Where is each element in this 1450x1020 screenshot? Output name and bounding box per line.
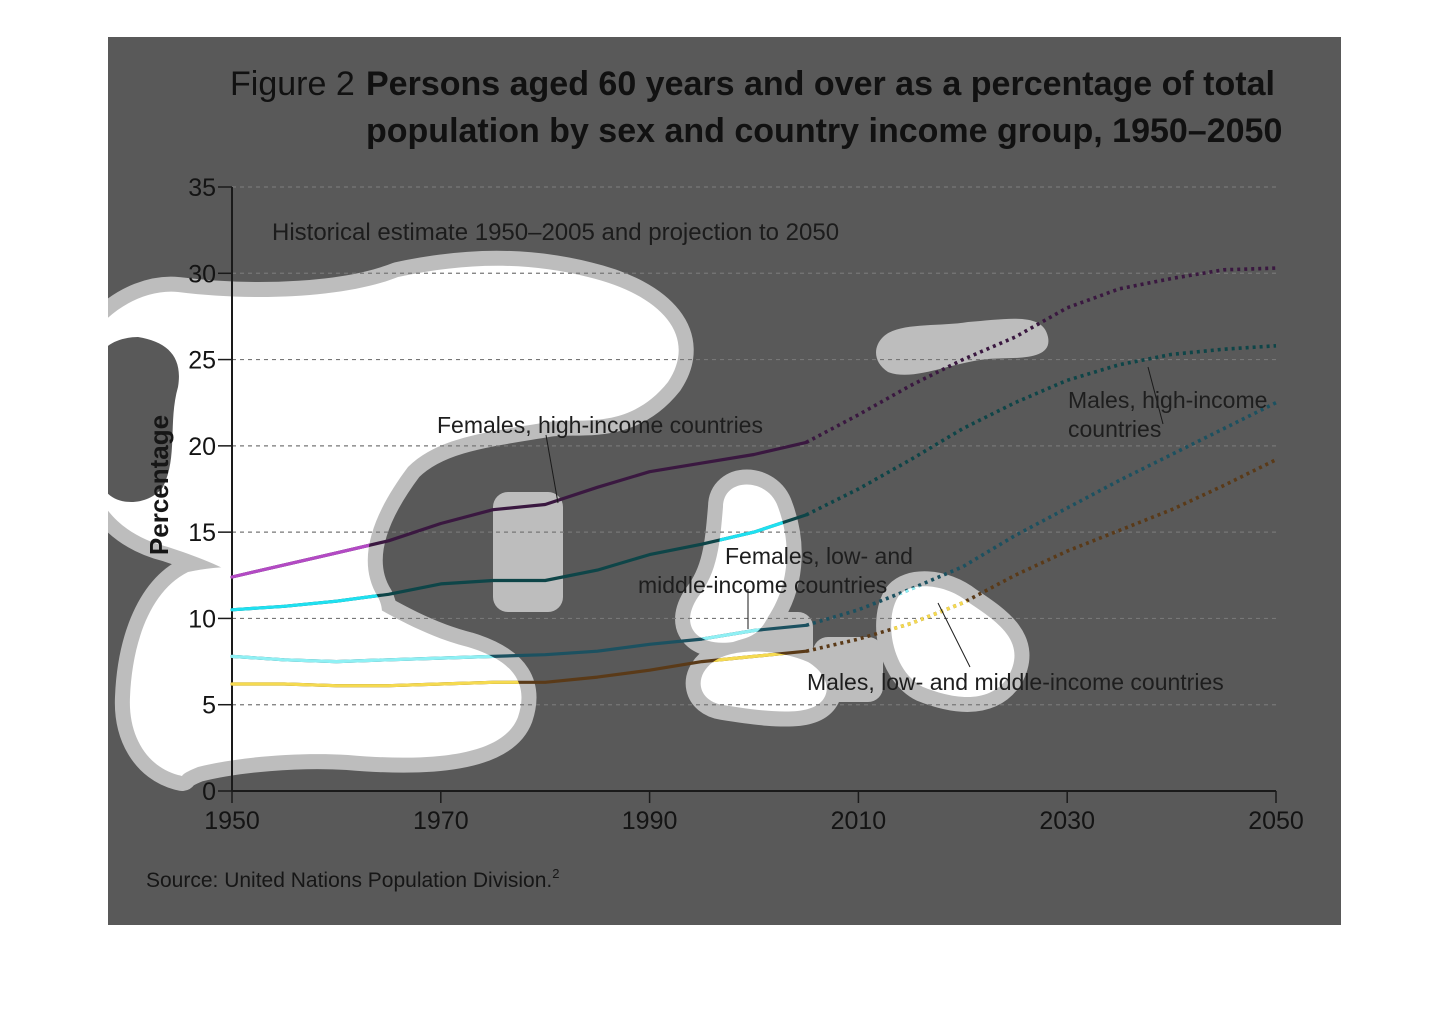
y-tick-label-5: 5 <box>202 692 216 720</box>
y-axis-label: Percentage <box>144 415 174 555</box>
chart-panel: Figure 2 Persons aged 60 years and over … <box>108 37 1341 925</box>
y-tick-label-0: 0 <box>202 778 216 806</box>
x-tick-label-1950: 1950 <box>204 807 260 835</box>
y-tick-label-10: 10 <box>188 605 216 633</box>
axes <box>218 186 1277 803</box>
x-tick-label-1970: 1970 <box>413 807 469 835</box>
label-males-high-2: countries <box>1068 416 1161 442</box>
series-lines <box>230 266 1277 688</box>
x-tick-label-2010: 2010 <box>831 807 887 835</box>
series-4 <box>230 458 1277 688</box>
figure-title-line2: population by sex and country income gro… <box>366 112 1282 150</box>
y-tick-label-35: 35 <box>188 174 216 202</box>
series-2-projection-highlight <box>805 344 1015 517</box>
label-females-low-2: middle-income countries <box>638 572 887 598</box>
label-males-low: Males, low- and middle-income countries <box>807 669 1224 695</box>
x-tick-label-2050: 2050 <box>1248 807 1304 835</box>
label-females-low-1: Females, low- and <box>725 543 913 569</box>
series-2-projection <box>805 344 1277 517</box>
leader-females-high <box>545 434 559 504</box>
leader-males-low <box>937 602 971 668</box>
series-4-projection <box>805 458 1277 653</box>
label-females-high: Females, high-income countries <box>437 412 763 438</box>
series-1-projection <box>805 266 1277 444</box>
y-tick-label-25: 25 <box>188 347 216 375</box>
y-tick-label-15: 15 <box>188 519 216 547</box>
y-tick-label-20: 20 <box>188 433 216 461</box>
series-2 <box>230 344 1277 612</box>
line-chart: Figure 2 Persons aged 60 years and over … <box>108 65 1304 892</box>
figure-number: Figure 2 <box>230 65 355 103</box>
x-tick-label-2030: 2030 <box>1039 807 1095 835</box>
chart-subtitle: Historical estimate 1950–2005 and projec… <box>272 219 839 246</box>
cloud-overlay <box>108 250 1049 791</box>
x-tick-label-1990: 1990 <box>622 807 678 835</box>
source-note: Source: United Nations Population Divisi… <box>146 866 559 892</box>
label-leaders <box>545 366 1164 668</box>
label-males-high-1: Males, high-income <box>1068 387 1267 413</box>
tick-labels: 0 5 10 15 20 25 30 35 1950 1970 1990 2010 2030 2050 <box>188 174 1304 835</box>
leader-males-high <box>1147 366 1164 425</box>
y-tick-label-30: 30 <box>188 260 216 288</box>
figure-title-line1: Persons aged 60 years and over as a perc… <box>366 65 1275 103</box>
series-1 <box>230 266 1277 579</box>
series-3 <box>230 401 1277 664</box>
